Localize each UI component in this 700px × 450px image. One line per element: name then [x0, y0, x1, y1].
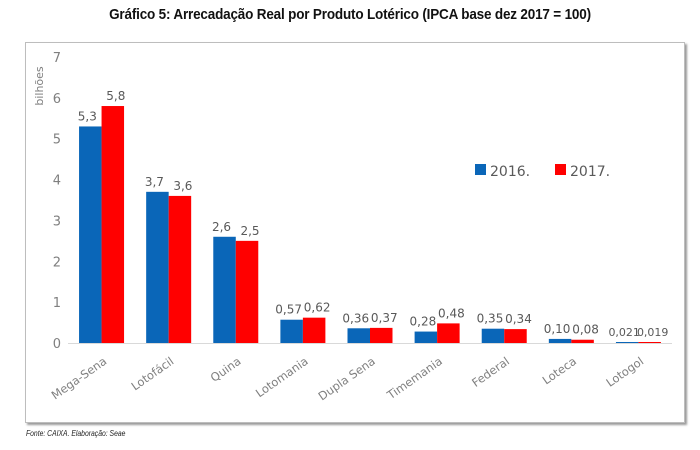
y-tick-label: 2	[53, 255, 61, 270]
data-label: 2,5	[240, 224, 259, 238]
legend: 2016. 2017.	[475, 164, 610, 180]
category-label: Mega-Sena	[49, 354, 110, 402]
bar-2017	[437, 323, 460, 343]
category-label: Federal	[469, 354, 512, 390]
y-tick-label: 0	[53, 337, 61, 352]
data-label: 0,57	[275, 303, 302, 317]
source-note: Fonte: CAIXA. Elaboração: Seae	[26, 429, 126, 438]
data-label: 0,10	[544, 322, 571, 336]
data-label: 0,08	[572, 323, 599, 337]
legend-label: 2016.	[490, 164, 530, 180]
data-label: 5,3	[78, 109, 97, 123]
bar-2016	[615, 342, 639, 343]
bar-2016	[213, 236, 236, 343]
data-label: 0,35	[477, 312, 504, 326]
data-label: 0,34	[505, 312, 532, 326]
data-label: 3,7	[145, 175, 164, 189]
data-label: 2,6	[212, 220, 231, 234]
data-label: 0,48	[438, 306, 465, 320]
data-label: 0,37	[371, 311, 398, 325]
y-tick-label: 4	[53, 174, 61, 189]
data-label: 0,019	[637, 326, 669, 339]
chart-frame	[25, 42, 685, 423]
data-label: 0,021	[608, 326, 640, 339]
y-axis-label: bilhões	[33, 66, 46, 106]
data-label: 3,6	[173, 179, 192, 193]
y-tick-label: 1	[53, 296, 61, 311]
bar-2016	[280, 319, 303, 343]
y-axis: 0 1 2 3 4 5 6 7	[53, 51, 61, 352]
category-label: Timemania	[384, 354, 445, 403]
bar-2017	[571, 339, 594, 343]
data-label: 0,62	[304, 301, 331, 315]
category-label: Quina	[208, 354, 244, 385]
y-tick-label: 6	[53, 92, 61, 107]
bar-2017	[302, 317, 326, 343]
category-label: Lotogol	[603, 354, 646, 390]
category-label: Dupla Sena	[316, 354, 378, 403]
y-tick-label: 5	[53, 133, 61, 148]
bar-2016	[79, 126, 102, 343]
category-labels: Mega-Sena Lotofácil Quina Lotomania Dupla Se…	[49, 354, 647, 403]
category-label: Loteca	[540, 354, 579, 387]
bar-2016	[481, 328, 505, 343]
legend-swatch-2017	[555, 164, 566, 175]
y-tick-label: 3	[53, 214, 61, 229]
data-labels: 5,35,83,7 3,62,6 2,50,57 0,620,36 0,37 0,280,…	[78, 89, 669, 339]
bar-2016	[347, 328, 370, 343]
bar-2016	[146, 191, 169, 343]
bar-2016	[548, 338, 572, 343]
data-label: 0,28	[410, 315, 437, 329]
bar-2017	[168, 195, 192, 343]
y-tick-label: 7	[53, 51, 61, 66]
legend-label: 2017.	[570, 164, 610, 180]
bar-2017	[638, 342, 661, 343]
bar-2017	[504, 329, 527, 343]
category-label: Lotofácil	[129, 354, 177, 393]
bar-2017	[235, 240, 259, 343]
data-label: 0,36	[342, 311, 369, 325]
bar-2016	[414, 331, 438, 343]
legend-swatch-2016	[475, 164, 486, 175]
bars	[79, 106, 661, 344]
category-label: Lotomania	[253, 354, 311, 400]
bar-2017	[370, 327, 393, 343]
chart-title: Gráfico 5: Arrecadação Real por Produto …	[109, 6, 591, 23]
bar-2017	[101, 106, 125, 344]
data-label: 5,8	[106, 89, 125, 103]
